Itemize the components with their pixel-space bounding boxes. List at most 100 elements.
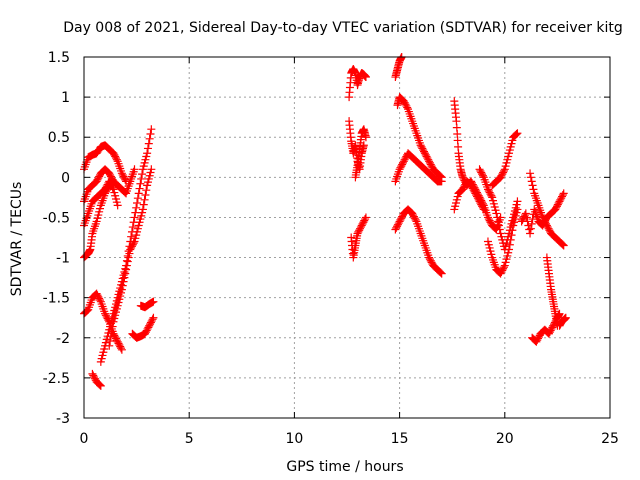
data-point bbox=[96, 381, 105, 390]
series-arc-9 bbox=[128, 313, 158, 342]
data-point bbox=[361, 73, 370, 82]
data-point bbox=[137, 174, 146, 183]
data-point bbox=[108, 178, 117, 187]
data-point bbox=[487, 191, 496, 200]
data-point bbox=[95, 380, 104, 389]
series-arc-5 bbox=[80, 177, 118, 262]
data-point bbox=[148, 315, 157, 324]
data-point bbox=[141, 190, 150, 199]
data-point bbox=[117, 344, 126, 353]
series-arc-6 bbox=[88, 369, 105, 390]
y-tick-label: -3 bbox=[56, 411, 70, 427]
data-point bbox=[136, 179, 145, 188]
series-arc-14 bbox=[351, 125, 370, 182]
data-point bbox=[132, 203, 141, 212]
data-point bbox=[133, 194, 142, 203]
data-point bbox=[526, 173, 535, 182]
series-arc-2 bbox=[80, 165, 139, 206]
data-point bbox=[117, 345, 126, 354]
data-point bbox=[558, 240, 567, 249]
data-point bbox=[145, 134, 154, 143]
data-point bbox=[526, 169, 535, 178]
data-points bbox=[80, 53, 570, 390]
data-point bbox=[108, 322, 117, 331]
series-arc-22 bbox=[483, 205, 522, 278]
series-arc-26 bbox=[528, 309, 564, 346]
x-tick-label: 25 bbox=[601, 431, 619, 447]
series-arc-1 bbox=[80, 141, 131, 186]
data-point bbox=[121, 269, 130, 278]
data-point bbox=[437, 177, 446, 186]
series-arc-25 bbox=[526, 169, 568, 250]
y-tick-label: -0.5 bbox=[43, 210, 70, 226]
y-tick-label: 0 bbox=[61, 170, 70, 186]
series-arc-8 bbox=[105, 165, 156, 350]
data-point bbox=[123, 257, 132, 266]
y-tick-label: -2 bbox=[56, 331, 70, 347]
data-point bbox=[521, 209, 530, 218]
data-point bbox=[131, 208, 140, 217]
data-point bbox=[493, 213, 502, 222]
data-point bbox=[559, 189, 568, 198]
data-point bbox=[559, 241, 568, 250]
data-point bbox=[106, 336, 115, 345]
data-point bbox=[105, 341, 114, 350]
data-point bbox=[525, 225, 534, 234]
data-point bbox=[143, 149, 152, 158]
data-point bbox=[130, 165, 139, 174]
series-arc-28 bbox=[555, 313, 570, 330]
data-point bbox=[494, 221, 503, 230]
data-point bbox=[119, 277, 128, 286]
data-point bbox=[495, 225, 504, 234]
data-point bbox=[140, 195, 149, 204]
data-point bbox=[125, 249, 134, 258]
data-point bbox=[512, 130, 521, 139]
data-point bbox=[526, 224, 535, 233]
data-point bbox=[144, 139, 153, 148]
data-point bbox=[133, 199, 142, 208]
data-point bbox=[506, 235, 515, 244]
series-arc-20 bbox=[450, 177, 488, 214]
data-point bbox=[127, 232, 136, 241]
data-point bbox=[139, 200, 148, 209]
data-point bbox=[513, 205, 522, 214]
x-tick-label: 10 bbox=[285, 431, 303, 447]
data-point bbox=[361, 215, 370, 224]
data-point bbox=[112, 155, 121, 164]
data-point bbox=[121, 188, 130, 197]
data-point bbox=[558, 239, 567, 248]
data-point bbox=[529, 185, 538, 194]
data-point bbox=[527, 177, 536, 186]
data-point bbox=[109, 177, 118, 186]
data-point bbox=[134, 189, 143, 198]
series-arc-18 bbox=[391, 205, 446, 278]
data-point bbox=[436, 268, 445, 277]
series-arc-17 bbox=[391, 149, 446, 186]
data-point bbox=[106, 332, 115, 341]
data-point bbox=[107, 327, 116, 336]
series-arc-16 bbox=[393, 93, 446, 182]
x-tick-label: 0 bbox=[80, 431, 89, 447]
y-tick-label: 0.5 bbox=[48, 130, 70, 146]
series-arc-12 bbox=[345, 65, 370, 102]
data-point bbox=[135, 184, 144, 193]
data-point bbox=[138, 170, 147, 179]
data-point bbox=[505, 245, 514, 254]
data-point bbox=[95, 381, 104, 390]
y-tick-label: -2.5 bbox=[43, 371, 70, 387]
series-arc-27 bbox=[542, 253, 562, 330]
data-point bbox=[122, 265, 131, 274]
y-axis-label: SDTVAR / TECUs bbox=[9, 182, 25, 297]
y-tick-labels: -3 -2.5 -2 -1.5 -1 -0.5 0 0.5 1 1.5 bbox=[43, 50, 70, 427]
data-point bbox=[361, 133, 370, 142]
data-point bbox=[118, 281, 127, 290]
data-point bbox=[411, 215, 420, 224]
x-axis-label: GPS time / hours bbox=[286, 459, 403, 475]
y-tick-label: -1 bbox=[56, 251, 70, 267]
data-point bbox=[492, 209, 501, 218]
data-point bbox=[107, 178, 116, 187]
data-point bbox=[478, 203, 487, 212]
data-point bbox=[561, 313, 570, 322]
data-point bbox=[124, 253, 133, 262]
data-point bbox=[499, 263, 508, 272]
